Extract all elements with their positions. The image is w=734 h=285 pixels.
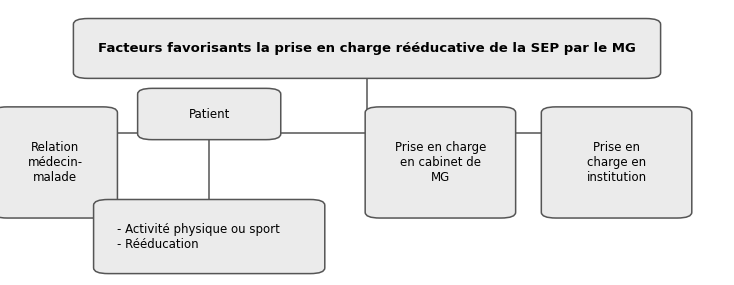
FancyBboxPatch shape [73,19,661,78]
Text: Prise en charge
en cabinet de
MG: Prise en charge en cabinet de MG [395,141,486,184]
FancyBboxPatch shape [0,107,117,218]
FancyBboxPatch shape [137,88,280,140]
Text: Prise en
charge en
institution: Prise en charge en institution [586,141,647,184]
FancyBboxPatch shape [541,107,691,218]
Text: Facteurs favorisants la prise en charge rééducative de la SEP par le MG: Facteurs favorisants la prise en charge … [98,42,636,55]
Text: Relation
médecin-
malade: Relation médecin- malade [27,141,83,184]
FancyBboxPatch shape [93,200,324,274]
FancyBboxPatch shape [365,107,515,218]
Text: - Activité physique ou sport
- Rééducation: - Activité physique ou sport - Rééducati… [117,223,280,251]
Text: Patient: Patient [189,107,230,121]
